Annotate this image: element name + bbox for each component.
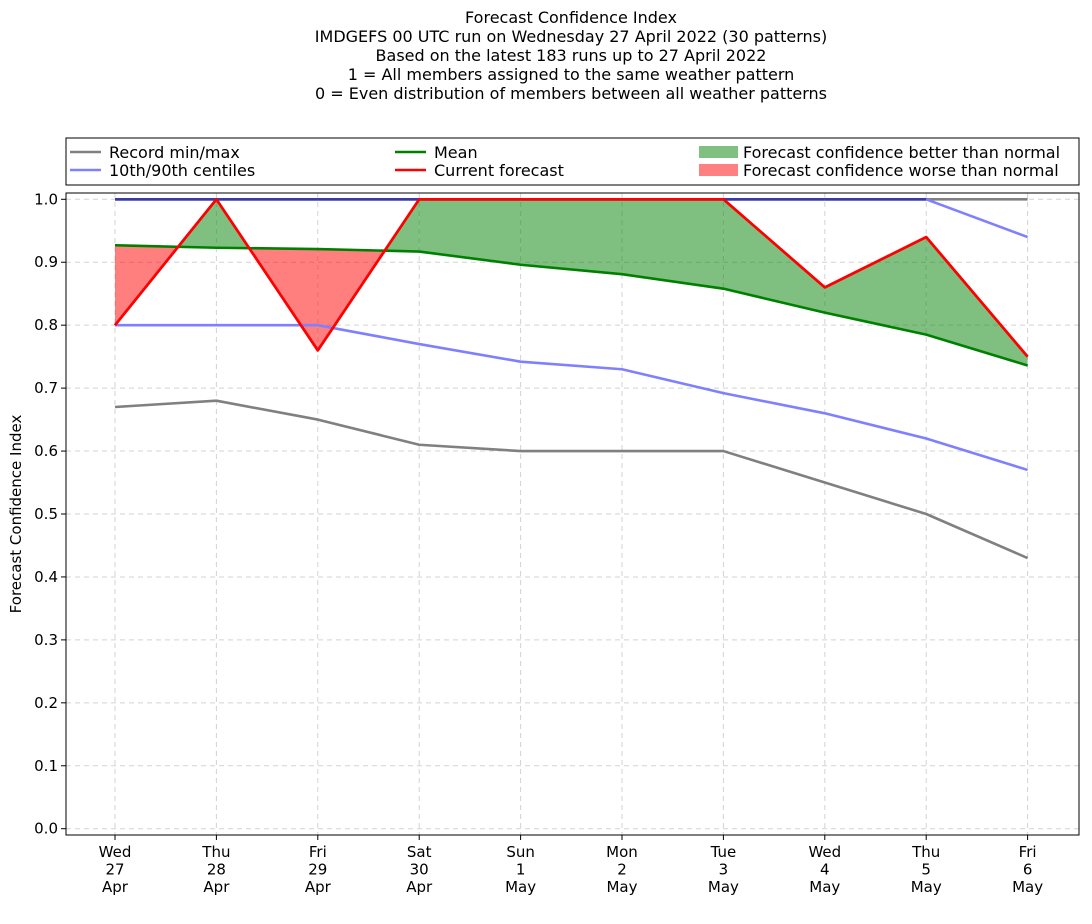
plot-area [66,193,1079,835]
y-tick-label: 0.0 [34,820,58,838]
x-tick-label: 6 [1023,861,1033,879]
legend-entry-mean-label: Mean [434,143,478,162]
fill-better-than-normal [824,237,927,335]
x-tick-label: May [505,878,536,896]
title-line-5: 0 = Even distribution of members between… [314,84,828,103]
fill-better-than-normal [926,237,1028,366]
series-line-record-min [114,399,1029,560]
x-tick-label: 1 [516,861,526,879]
x-tick-label: Fri [309,843,327,861]
x-tick-label: Mon [606,843,638,861]
legend-box [65,137,1080,186]
legend-entry-current-forecast-label: Current forecast [434,161,564,180]
x-tick-label: May [911,878,942,896]
x-tick-label: Apr [406,878,433,896]
legend-entry-forecast-confidence-better-than-normal-swatch [699,146,738,158]
y-tick-label: 0.8 [34,316,58,334]
x-tick-label: 3 [719,861,729,879]
title-line-1: Forecast Confidence Index [465,8,677,27]
y-tick-label: 0.7 [34,379,58,397]
y-tick-label: 0.4 [34,568,58,586]
legend-entry-forecast-confidence-better-than-normal-label: Forecast confidence better than normal [743,143,1060,162]
x-tick-label: 2 [617,861,627,879]
x-tick-label: May [708,878,739,896]
x-tick-label: 29 [308,861,327,879]
series-line-mean [114,243,1028,367]
y-tick-label: 0.2 [34,694,58,712]
y-tick-label: 0.3 [34,631,58,649]
fill-better-than-normal [622,199,724,289]
x-tick-label: Wed [808,843,841,861]
y-tick-label: 0.1 [34,757,58,775]
series-line-current-forecast-top [113,197,1029,358]
legend-entry-record-min-max-label: Record min/max [109,143,240,162]
x-tick-label: May [606,878,637,896]
y-tick-label: 0.9 [34,253,58,271]
x-tick-label: 5 [921,861,931,879]
x-tick-label: Apr [203,878,230,896]
y-tick-label: 1.0 [34,190,58,208]
x-tick-label: 4 [820,861,830,879]
x-tick-label: Apr [102,878,129,896]
fill-better-than-normal [520,199,622,275]
series-line-10th-centile [115,323,1028,472]
title-line-3: Based on the latest 183 runs up to 27 Ap… [375,46,767,65]
legend-entry-forecast-confidence-worse-than-normal-swatch [699,164,738,176]
x-tick-label: Apr [305,878,332,896]
y-axis-label: Forecast Confidence Index [7,415,25,614]
legend-entry-forecast-confidence-worse-than-normal-label: Forecast confidence worse than normal [743,161,1059,180]
x-tick-label: Tue [710,843,737,861]
legend-entry-10th-90th-centiles-label: 10th/90th centiles [109,161,255,180]
x-tick-label: May [1012,878,1043,896]
x-tick-label: May [809,878,840,896]
x-tick-label: 28 [207,861,226,879]
chart-title: Forecast Confidence Index IMDGEFS 00 UTC… [0,8,1092,103]
fill-better-than-normal [723,199,825,313]
title-line-4: 1 = All members assigned to the same wea… [347,65,795,84]
title-line-2: IMDGEFS 00 UTC run on Wednesday 27 April… [314,27,828,46]
x-tick-label: Fri [1019,843,1037,861]
fill-better-than-normal [419,199,521,265]
x-tick-label: 27 [105,861,124,879]
x-tick-label: Sat [407,843,432,861]
x-tick-label: Sun [506,843,535,861]
y-tick-label: 0.5 [34,505,58,523]
x-tick-label: Thu [911,843,940,861]
x-tick-label: Wed [99,843,132,861]
x-tick-label: Thu [201,843,230,861]
x-tick-label: 30 [410,861,429,879]
y-tick-label: 0.6 [34,442,58,460]
